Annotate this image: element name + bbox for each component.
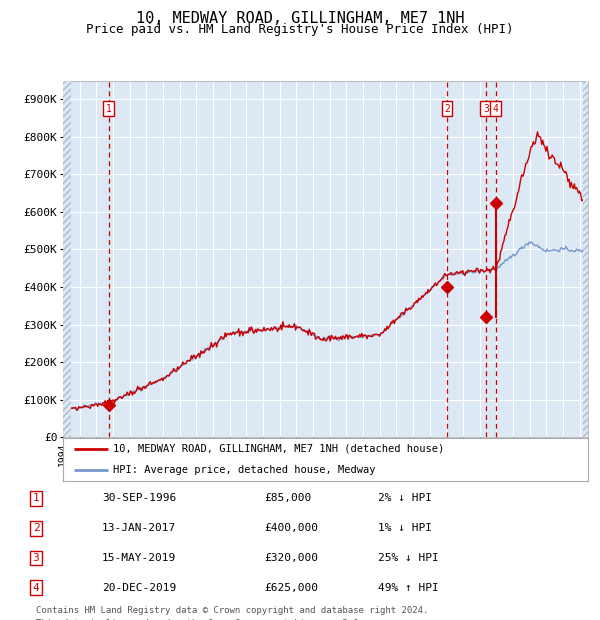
Text: 1: 1 (106, 104, 112, 113)
Bar (63, 81, 71, 437)
Text: 2: 2 (444, 104, 450, 113)
Text: 49% ↑ HPI: 49% ↑ HPI (378, 583, 439, 593)
Text: 2% ↓ HPI: 2% ↓ HPI (378, 494, 432, 503)
Bar (583, 81, 588, 437)
Text: £85,000: £85,000 (264, 494, 311, 503)
Text: 13-JAN-2017: 13-JAN-2017 (102, 523, 176, 533)
Text: 3: 3 (483, 104, 489, 113)
Text: 10, MEDWAY ROAD, GILLINGHAM, ME7 1NH: 10, MEDWAY ROAD, GILLINGHAM, ME7 1NH (136, 11, 464, 26)
Text: 2: 2 (32, 523, 40, 533)
Text: £400,000: £400,000 (264, 523, 318, 533)
Text: 30-SEP-1996: 30-SEP-1996 (102, 494, 176, 503)
Text: 1: 1 (32, 494, 40, 503)
Text: 10, MEDWAY ROAD, GILLINGHAM, ME7 1NH (detached house): 10, MEDWAY ROAD, GILLINGHAM, ME7 1NH (de… (113, 444, 444, 454)
Text: Price paid vs. HM Land Registry's House Price Index (HPI): Price paid vs. HM Land Registry's House … (86, 23, 514, 36)
Text: 3: 3 (32, 553, 40, 563)
Text: £320,000: £320,000 (264, 553, 318, 563)
Text: 20-DEC-2019: 20-DEC-2019 (102, 583, 176, 593)
Text: Contains HM Land Registry data © Crown copyright and database right 2024.: Contains HM Land Registry data © Crown c… (36, 606, 428, 615)
Text: 25% ↓ HPI: 25% ↓ HPI (378, 553, 439, 563)
Text: HPI: Average price, detached house, Medway: HPI: Average price, detached house, Medw… (113, 465, 376, 475)
Text: 15-MAY-2019: 15-MAY-2019 (102, 553, 176, 563)
Text: £625,000: £625,000 (264, 583, 318, 593)
Text: 1% ↓ HPI: 1% ↓ HPI (378, 523, 432, 533)
Text: 4: 4 (493, 104, 499, 113)
Text: This data is licensed under the Open Government Licence v3.0.: This data is licensed under the Open Gov… (36, 619, 364, 620)
Text: 4: 4 (32, 583, 40, 593)
